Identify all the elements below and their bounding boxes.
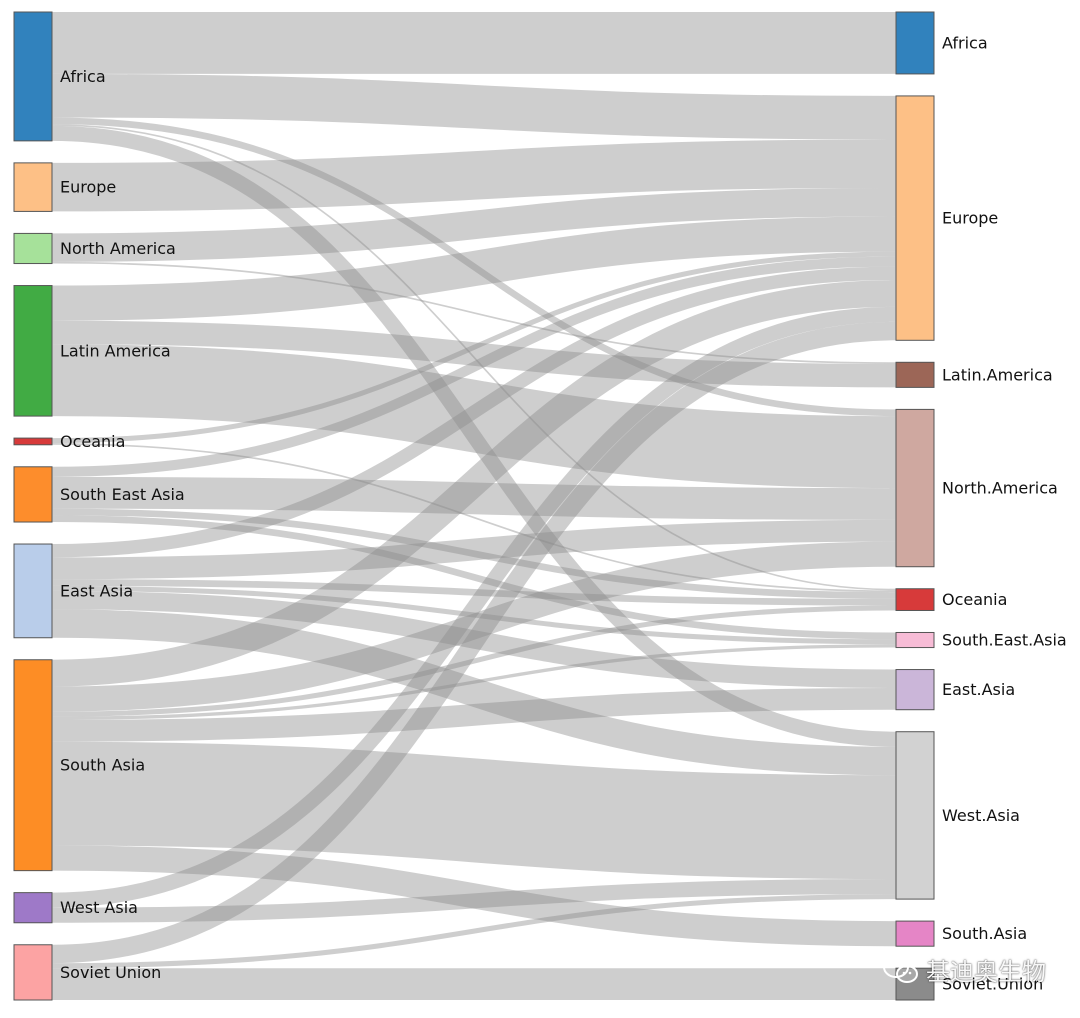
link-east-asia-to-north-america xyxy=(51,519,897,580)
source-label-africa: Africa xyxy=(60,67,106,86)
source-node-africa xyxy=(13,11,53,142)
link-east-asia-to-oceania xyxy=(51,579,897,606)
target-node-south-east-asia xyxy=(895,631,935,649)
target-label-africa: Africa xyxy=(942,33,988,52)
link-south-asia-to-north-america xyxy=(51,541,897,712)
link-east-asia-to-europe xyxy=(51,266,897,558)
link-south-east-asia-to-oceania xyxy=(51,508,897,599)
sankey-nodes xyxy=(13,11,935,1001)
target-label-soviet-union: Soviet.Union xyxy=(942,975,1043,994)
link-africa-to-west-asia xyxy=(51,125,897,747)
link-soviet-union-to-west-asia xyxy=(51,894,897,969)
link-latin-america-to-latin-america xyxy=(51,320,897,388)
source-label-oceania: Oceania xyxy=(60,432,125,451)
source-label-soviet-union: Soviet Union xyxy=(60,963,161,982)
target-label-east-asia: East.Asia xyxy=(942,680,1015,699)
sankey-links xyxy=(51,11,897,1001)
target-node-latin-america xyxy=(895,361,935,388)
source-node-oceania xyxy=(13,437,53,446)
link-oceania-to-oceania xyxy=(51,443,897,593)
link-south-asia-to-europe xyxy=(51,280,897,687)
source-label-south-asia: South Asia xyxy=(60,756,145,775)
target-label-north-america: North.America xyxy=(942,479,1058,498)
link-africa-to-europe xyxy=(51,73,897,140)
link-latin-america-to-europe xyxy=(51,216,897,321)
link-west-asia-to-europe xyxy=(51,306,897,908)
link-europe-to-europe xyxy=(51,139,897,212)
source-label-europe: Europe xyxy=(60,178,116,197)
source-node-south-asia xyxy=(13,659,53,872)
target-node-south-asia xyxy=(895,920,935,947)
link-south-asia-to-east-asia xyxy=(51,687,897,742)
target-node-oceania xyxy=(895,588,935,611)
source-node-europe xyxy=(13,162,53,212)
source-node-soviet-union xyxy=(13,944,53,1001)
target-node-europe xyxy=(895,95,935,341)
target-label-west-asia: West.Asia xyxy=(942,806,1020,825)
link-south-asia-to-oceania xyxy=(51,605,897,717)
link-south-asia-to-south-asia xyxy=(51,845,897,947)
source-label-west-asia: West Asia xyxy=(60,898,138,917)
source-label-north-america: North America xyxy=(60,239,176,258)
wechat-icon xyxy=(883,955,918,983)
sankey-labels: Africa Europe North America Latin America Oc… xyxy=(60,33,1067,993)
source-node-latin-america xyxy=(13,285,53,417)
link-east-asia-to-south-east-asia xyxy=(51,585,897,645)
target-node-africa xyxy=(895,11,935,75)
link-south-asia-to-west-asia xyxy=(51,741,897,880)
link-latin-america-to-north-america xyxy=(51,344,897,489)
link-south-asia-to-south-east-asia xyxy=(51,644,897,721)
source-label-south-east-asia: South East Asia xyxy=(60,485,185,504)
target-label-europe: Europe xyxy=(942,209,998,228)
target-label-south-asia: South.Asia xyxy=(942,924,1027,943)
source-node-north-america xyxy=(13,232,53,265)
source-node-west-asia xyxy=(13,892,53,924)
source-label-latin-america: Latin America xyxy=(60,341,171,360)
target-label-oceania: Oceania xyxy=(942,590,1007,609)
link-east-asia-to-west-asia xyxy=(51,609,897,776)
link-africa-to-oceania xyxy=(51,124,897,591)
target-node-soviet-union xyxy=(895,967,935,1001)
target-node-north-america xyxy=(895,408,935,568)
target-node-east-asia xyxy=(895,669,935,711)
link-oceania-to-europe xyxy=(51,251,897,444)
link-south-east-asia-to-south-east-asia xyxy=(51,515,897,640)
source-node-south-east-asia xyxy=(13,466,53,523)
link-east-asia-to-east-asia xyxy=(51,590,897,688)
link-south-east-asia-to-north-america xyxy=(51,476,897,520)
link-africa-to-north-america xyxy=(51,117,897,417)
target-label-south-east-asia: South.East.Asia xyxy=(942,631,1067,650)
link-west-asia-to-west-asia xyxy=(51,879,897,923)
source-label-east-asia: East Asia xyxy=(60,581,133,600)
link-north-america-to-europe xyxy=(51,187,897,262)
target-node-west-asia xyxy=(895,731,935,900)
target-label-latin-america: Latin.America xyxy=(942,365,1053,384)
watermark: 基迪奥生物 xyxy=(882,952,1046,987)
link-soviet-union-to-europe xyxy=(51,321,897,964)
link-south-east-asia-to-europe xyxy=(51,256,897,477)
link-north-america-to-latin-america xyxy=(51,261,897,364)
watermark-text: 基迪奥生物 xyxy=(926,958,1046,986)
source-node-east-asia xyxy=(13,543,53,639)
